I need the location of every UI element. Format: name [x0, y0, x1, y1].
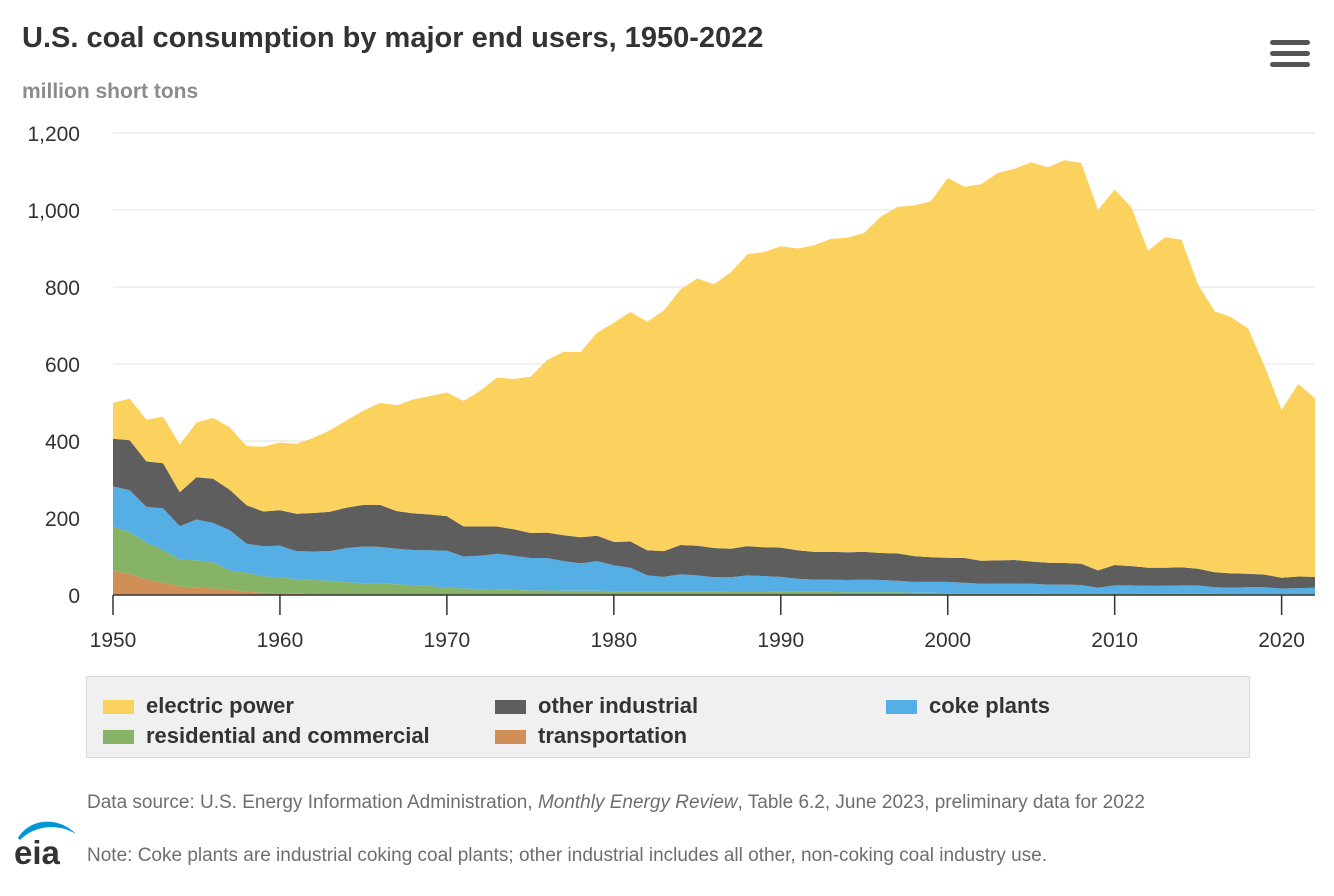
source-publication: Monthly Energy Review [537, 792, 738, 813]
x-tick-label: 1980 [590, 629, 637, 652]
area-series-residential [113, 526, 1315, 595]
legend-label: other industrial [538, 693, 699, 718]
legend-item-residential-commercial[interactable]: residential and commercial [103, 723, 430, 749]
x-tick-label: 2010 [1091, 629, 1138, 652]
y-tick-label: 400 [45, 431, 80, 454]
x-tick-label: 1990 [757, 629, 804, 652]
legend-swatch-electric-power [103, 700, 134, 714]
menu-bar [1270, 51, 1310, 56]
y-tick-label: 800 [45, 277, 80, 300]
x-tick-label: 1960 [257, 629, 304, 652]
note-text: Note: Coke plants are industrial coking … [87, 845, 1048, 866]
legend-swatch-other-industrial [495, 700, 526, 714]
area-series-coke [113, 486, 1315, 595]
legend-item-electric-power[interactable]: electric power [103, 693, 294, 719]
source-prefix: Data source: U.S. Energy Information Adm… [87, 792, 538, 813]
menu-bar [1270, 62, 1310, 67]
y-axis-units-label: million short tons [22, 80, 199, 103]
source-suffix: , Table 6.2, June 2023, preliminary data… [737, 792, 1145, 813]
hamburger-menu-icon[interactable] [1270, 40, 1310, 72]
area-series-electric [113, 160, 1315, 578]
legend-swatch-residential-commercial [103, 730, 134, 744]
y-tick-label: 0 [68, 585, 80, 608]
legend-label: coke plants [929, 693, 1051, 718]
legend-item-other-industrial[interactable]: other industrial [495, 693, 698, 719]
legend-swatch-transportation [495, 730, 526, 744]
y-tick-label: 1,200 [27, 123, 80, 146]
legend-swatch-coke-plants [886, 700, 917, 714]
area-series-transport [113, 570, 1315, 595]
logo-text: eia [14, 834, 61, 871]
y-axis: 0 200 400 600 800 1,000 1,200 [27, 123, 80, 608]
x-tick-label: 1970 [424, 629, 471, 652]
y-tick-label: 200 [45, 508, 80, 531]
x-tick-label: 1950 [90, 629, 137, 652]
data-source-text: Data source: U.S. Energy Information Adm… [87, 790, 1287, 815]
legend-item-transportation[interactable]: transportation [495, 723, 687, 749]
area-series-other [113, 438, 1315, 589]
eia-logo: eia [14, 821, 76, 871]
legend-item-coke-plants[interactable]: coke plants [886, 693, 1050, 719]
stacked-areas [113, 160, 1315, 595]
logo-swoosh [18, 821, 76, 840]
x-tick-label: 2000 [924, 629, 971, 652]
legend: electric power other industrial coke pla… [86, 676, 1250, 758]
area-chart: 0 200 400 600 800 1,000 1,200 1950 1960 1970 1980… [27, 123, 1315, 652]
chart-title: U.S. coal consumption by major end users… [22, 22, 764, 54]
x-axis: 1950 1960 1970 1980 1990 2000 2010 2020 [90, 594, 1315, 652]
y-tick-label: 600 [45, 354, 80, 377]
menu-bar [1270, 40, 1310, 45]
legend-label: electric power [146, 693, 294, 718]
y-tick-label: 1,000 [27, 200, 80, 223]
legend-label: transportation [538, 723, 688, 748]
x-tick-label: 2020 [1258, 629, 1305, 652]
legend-label: residential and commercial [146, 723, 430, 748]
